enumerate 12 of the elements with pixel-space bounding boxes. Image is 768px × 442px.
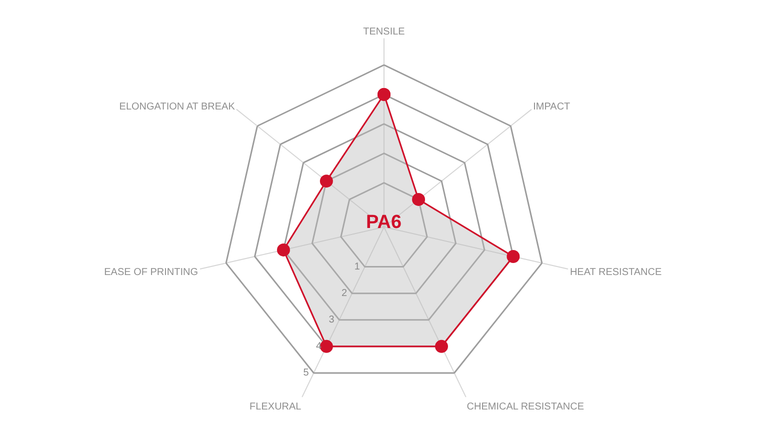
y-tick-label: 5 <box>303 368 310 379</box>
spoke-label: CHEMICAL RESISTANCE <box>466 401 584 412</box>
spoke-label: TENSILE <box>363 26 406 38</box>
spoke-label: ELONGATION AT BREAK <box>119 102 236 113</box>
spoke-label: IMPACT <box>533 102 570 113</box>
spoke-label: FLEXURAL <box>250 401 302 412</box>
y-tick-label: 1 <box>354 261 360 272</box>
y-tick-label: 2 <box>342 288 348 299</box>
spoke-label: EASE OF PRINTING <box>104 267 198 278</box>
spoke-label: HEAT RESISTANCE <box>570 267 662 278</box>
series-label: PA6 <box>366 212 402 233</box>
y-tick-label: 3 <box>328 314 335 326</box>
